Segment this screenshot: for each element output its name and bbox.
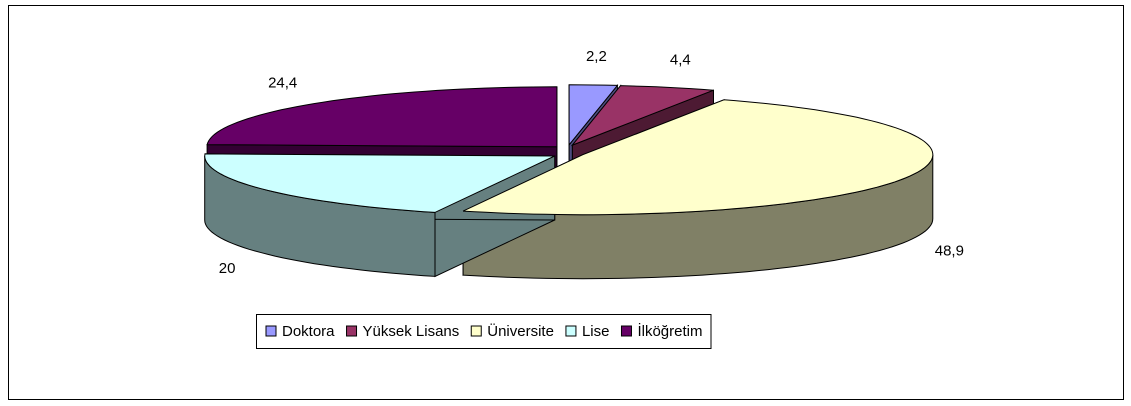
data-label: 20 <box>219 260 236 277</box>
slice <box>206 86 558 148</box>
data-label: 24,4 <box>268 74 297 91</box>
legend-box <box>256 314 712 349</box>
legend-label: Lise <box>582 323 610 340</box>
slice <box>568 84 619 147</box>
legend-swatch <box>565 325 577 337</box>
legend-swatch <box>470 325 482 337</box>
legend-swatch <box>620 325 632 337</box>
slice <box>462 99 934 216</box>
slice <box>204 153 555 213</box>
legend-label: Yüksek Lisans <box>363 323 460 340</box>
data-label: 4,4 <box>670 51 691 68</box>
legend-label: İlköğretim <box>637 322 702 340</box>
legend-swatch <box>265 325 277 337</box>
legend-label: Üniversite <box>487 322 554 340</box>
legend-label: Doktora <box>282 323 335 340</box>
legend: Doktora Yüksek Lisans Üniversite Lise İlköğr… <box>256 314 712 349</box>
legend-swatch <box>346 325 358 337</box>
data-label: 48,9 <box>935 242 964 259</box>
slice <box>570 85 714 147</box>
data-label: 2,2 <box>586 48 607 65</box>
